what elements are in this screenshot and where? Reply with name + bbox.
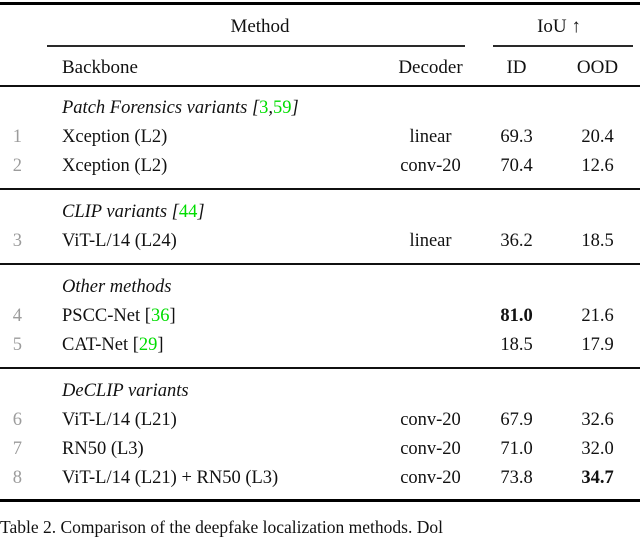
table-row: 4 PSCC-Net [36] 81.0 21.6 bbox=[0, 302, 640, 331]
cell-iou-ood: 17.9 bbox=[581, 335, 614, 355]
section-title: Patch Forensics variants [3,59] bbox=[62, 98, 299, 118]
method-cmidrule bbox=[47, 45, 465, 47]
row-number: 3 bbox=[12, 231, 22, 251]
cell-decoder: linear bbox=[409, 127, 452, 147]
section-title: Other methods bbox=[62, 277, 172, 297]
table-row: 7 RN50 (L3) conv-20 71.0 32.0 bbox=[0, 435, 640, 464]
results-table: Method IoU ↑ Backbone Decoder ID OOD Pat… bbox=[0, 2, 640, 502]
row-number: 4 bbox=[12, 306, 22, 326]
citation-number: 3 bbox=[259, 98, 269, 118]
cell-decoder bbox=[383, 302, 478, 331]
cell-iou-ood: 18.5 bbox=[581, 231, 614, 251]
cell-decoder bbox=[383, 331, 478, 360]
cell-iou-id: 73.8 bbox=[500, 468, 533, 488]
cell-backbone: Xception (L2) bbox=[62, 127, 168, 147]
group-header-rules bbox=[0, 44, 640, 47]
section-separator-rule bbox=[0, 367, 640, 369]
cell-backbone: ViT-L/14 (L21) bbox=[62, 410, 177, 430]
row-number: 5 bbox=[12, 335, 22, 355]
cell-decoder: conv-20 bbox=[400, 439, 461, 459]
cell-iou-id: 67.9 bbox=[500, 410, 533, 430]
cell-iou-ood: 32.6 bbox=[581, 410, 614, 430]
cell-backbone: CAT-Net [29] bbox=[62, 335, 164, 355]
cell-decoder: linear bbox=[409, 231, 452, 251]
table-section: Patch Forensics variants [3,59] 1 Xception… bbox=[0, 87, 640, 188]
row-number: 7 bbox=[12, 439, 22, 459]
cell-iou-ood: 20.4 bbox=[581, 127, 614, 147]
citation-number: 36 bbox=[150, 306, 170, 326]
cell-iou-ood: 32.0 bbox=[581, 439, 614, 459]
cell-backbone: PSCC-Net [36] bbox=[62, 306, 176, 326]
cell-backbone: Xception (L2) bbox=[62, 156, 168, 176]
table-bottom-rule bbox=[0, 499, 640, 502]
id-column-header: ID bbox=[506, 57, 527, 78]
table-top-rule bbox=[0, 2, 640, 5]
table-row: 2 Xception (L2) conv-20 70.4 12.6 bbox=[0, 152, 640, 181]
cell-iou-id: 70.4 bbox=[500, 156, 533, 176]
cell-decoder: conv-20 bbox=[400, 410, 461, 430]
table-group-header-row: Method IoU ↑ bbox=[0, 5, 640, 44]
method-group-header: Method bbox=[230, 16, 290, 37]
iou-cmidrule bbox=[493, 45, 633, 47]
section-separator-rule bbox=[0, 188, 640, 190]
cell-decoder: conv-20 bbox=[400, 468, 461, 488]
cell-iou-ood: 34.7 bbox=[581, 468, 614, 488]
row-number: 2 bbox=[12, 156, 22, 176]
table-column-header-row: Backbone Decoder ID OOD bbox=[0, 47, 640, 85]
row-number: 8 bbox=[12, 468, 22, 488]
section-title: CLIP variants [44] bbox=[62, 202, 205, 222]
table-row: 3 ViT-L/14 (L24) linear 36.2 18.5 bbox=[0, 227, 640, 256]
cell-decoder: conv-20 bbox=[400, 156, 461, 176]
table-row: 5 CAT-Net [29] 18.5 17.9 bbox=[0, 331, 640, 360]
cell-iou-id: 18.5 bbox=[500, 335, 533, 355]
cell-iou-id: 69.3 bbox=[500, 127, 533, 147]
table-section: Other methods 4 PSCC-Net [36] 81.0 21.6 5 CAT-… bbox=[0, 265, 640, 367]
table-row: 6 ViT-L/14 (L21) conv-20 67.9 32.6 bbox=[0, 406, 640, 435]
iou-group-header: IoU ↑ bbox=[537, 16, 581, 37]
cell-backbone: RN50 (L3) bbox=[62, 439, 144, 459]
section-title: DeCLIP variants bbox=[62, 381, 189, 401]
header-midrule bbox=[0, 85, 640, 87]
cell-backbone: ViT-L/14 (L24) bbox=[62, 231, 177, 251]
cell-backbone: ViT-L/14 (L21) + RN50 (L3) bbox=[62, 468, 279, 488]
row-number: 1 bbox=[12, 127, 22, 147]
table-body: Patch Forensics variants [3,59] 1 Xception… bbox=[0, 87, 640, 499]
cell-iou-ood: 21.6 bbox=[581, 306, 614, 326]
table-section: DeCLIP variants 6 ViT-L/14 (L21) conv-20 67.… bbox=[0, 369, 640, 499]
decoder-column-header: Decoder bbox=[398, 57, 463, 78]
table-row: 1 Xception (L2) linear 69.3 20.4 bbox=[0, 123, 640, 152]
citation-number: 59 bbox=[273, 98, 292, 118]
cell-iou-id: 71.0 bbox=[500, 439, 533, 459]
ood-column-header: OOD bbox=[576, 57, 619, 78]
row-number: 6 bbox=[12, 410, 22, 430]
cell-iou-ood: 12.6 bbox=[581, 156, 614, 176]
citation-number: 44 bbox=[178, 202, 198, 222]
backbone-column-header: Backbone bbox=[62, 57, 138, 78]
table-section: CLIP variants [44] 3 ViT-L/14 (L24) linear 3… bbox=[0, 190, 640, 263]
cell-iou-id: 36.2 bbox=[500, 231, 533, 251]
section-separator-rule bbox=[0, 263, 640, 265]
table-row: 8 ViT-L/14 (L21) + RN50 (L3) conv-20 73.8 34… bbox=[0, 464, 640, 493]
cell-iou-id: 81.0 bbox=[500, 306, 533, 326]
citation-number: 29 bbox=[138, 335, 158, 355]
table-caption: Table 2. Comparison of the deepfake loca… bbox=[0, 517, 443, 537]
